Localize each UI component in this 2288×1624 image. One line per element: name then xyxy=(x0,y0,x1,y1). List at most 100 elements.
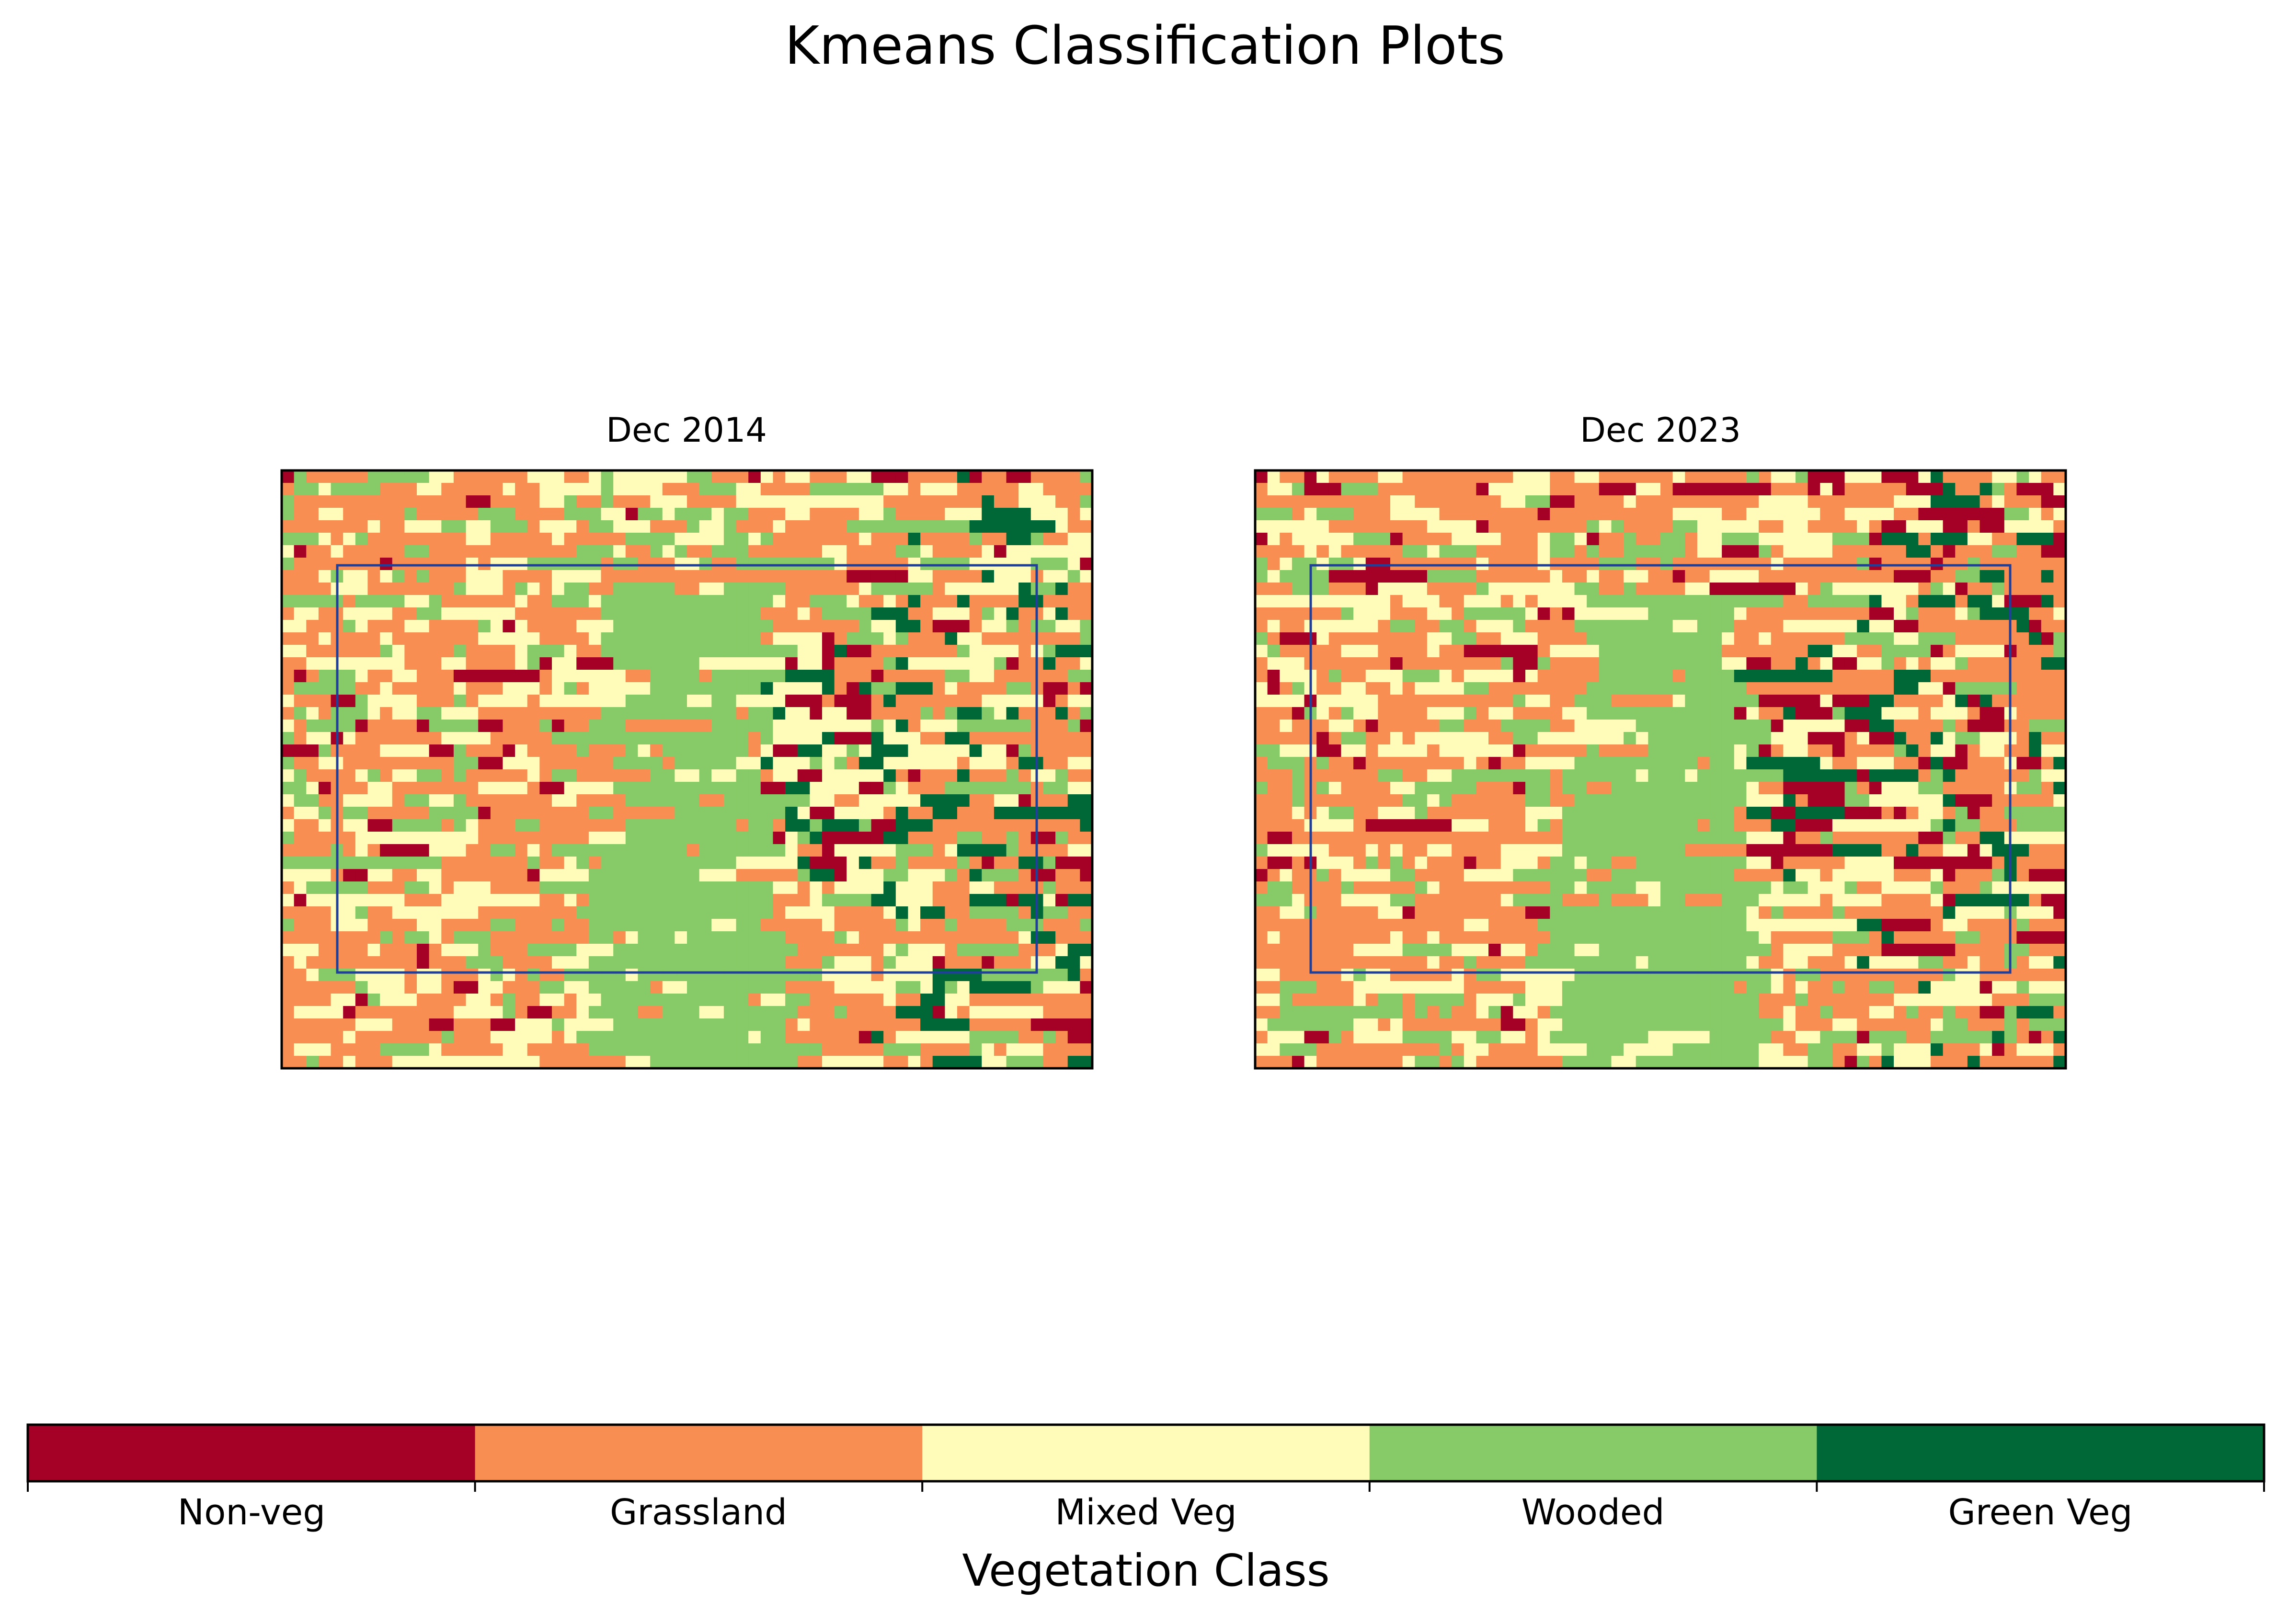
map-cell xyxy=(1043,583,1056,595)
map-cell xyxy=(453,508,467,521)
map-cell xyxy=(404,869,417,882)
map-cell xyxy=(367,832,380,845)
map-cell xyxy=(1709,583,1722,595)
map-cell xyxy=(613,869,626,882)
map-cell xyxy=(527,470,540,483)
map-cell xyxy=(1476,782,1489,795)
map-cell xyxy=(1562,645,1575,658)
map-cell xyxy=(773,732,786,745)
map-cell xyxy=(1648,645,1661,658)
map-cell xyxy=(503,994,515,1006)
map-cell xyxy=(773,533,786,546)
map-cell xyxy=(564,620,577,633)
map-cell xyxy=(994,533,1007,546)
map-cell xyxy=(1562,769,1575,782)
map-cell xyxy=(1808,657,1821,670)
map-cell xyxy=(920,558,933,571)
map-cell xyxy=(576,794,589,807)
map-cell xyxy=(490,1006,503,1019)
map-cell xyxy=(785,1056,798,1069)
map-cell xyxy=(1931,720,1944,732)
map-cell xyxy=(1796,607,1808,620)
map-cell xyxy=(392,906,405,919)
map-cell xyxy=(552,495,565,508)
map-cell xyxy=(650,794,663,807)
map-cell xyxy=(601,819,614,832)
map-cell xyxy=(675,645,687,658)
map-cell xyxy=(1943,620,1956,633)
map-cell xyxy=(1857,483,1870,496)
map-cell xyxy=(1562,607,1575,620)
map-cell xyxy=(367,906,380,919)
map-cell xyxy=(1992,508,2005,521)
map-cell xyxy=(1055,570,1068,583)
map-cell xyxy=(932,1031,946,1044)
map-cell xyxy=(822,570,835,583)
map-cell xyxy=(1006,495,1019,508)
map-cell xyxy=(1043,732,1056,745)
map-cell xyxy=(945,994,958,1006)
map-cell xyxy=(453,670,467,683)
map-cell xyxy=(1067,620,1081,633)
map-cell xyxy=(1018,508,1031,521)
map-cell xyxy=(355,769,368,782)
map-cell xyxy=(343,969,356,982)
map-cell xyxy=(490,944,503,957)
map-cell xyxy=(994,931,1007,944)
map-cell xyxy=(515,844,528,857)
map-cell xyxy=(1055,782,1068,795)
map-cell xyxy=(969,645,983,658)
map-cell xyxy=(539,769,552,782)
map-cell xyxy=(797,508,811,521)
map-cell xyxy=(1967,732,1980,745)
map-cell xyxy=(539,757,552,770)
map-cell xyxy=(282,682,295,695)
map-cell xyxy=(711,981,724,994)
map-cell xyxy=(429,769,442,782)
map-cell xyxy=(662,657,675,670)
map-cell xyxy=(908,670,921,683)
map-cell xyxy=(1550,520,1563,533)
map-cell xyxy=(1746,645,1759,658)
map-cell xyxy=(490,695,503,708)
map-cell xyxy=(847,657,859,670)
map-cell xyxy=(994,508,1007,521)
map-cell xyxy=(1869,645,1882,658)
map-cell xyxy=(736,794,749,807)
map-cell xyxy=(662,732,675,745)
map-cell xyxy=(282,583,295,595)
map-cell xyxy=(723,881,737,894)
map-cell xyxy=(490,570,503,583)
map-cell xyxy=(404,881,417,894)
map-cell xyxy=(1255,794,1268,807)
map-cell xyxy=(1624,520,1636,533)
map-cell xyxy=(2016,744,2029,757)
map-cell xyxy=(2041,657,2054,670)
map-cell xyxy=(797,558,811,571)
map-cell xyxy=(1943,757,1956,770)
map-cell xyxy=(613,981,626,994)
map-cell xyxy=(847,757,859,770)
map-cell xyxy=(1316,744,1329,757)
map-cell xyxy=(2029,558,2042,571)
map-cell xyxy=(847,894,859,907)
map-cell xyxy=(466,1043,479,1056)
map-cell xyxy=(895,620,909,633)
map-cell xyxy=(945,682,958,695)
map-cell xyxy=(662,881,675,894)
map-cell xyxy=(932,595,946,608)
map-cell xyxy=(429,1056,442,1069)
map-cell xyxy=(650,894,663,907)
map-cell xyxy=(331,1006,343,1019)
map-cell xyxy=(453,570,467,583)
map-cell xyxy=(1402,682,1416,695)
map-cell xyxy=(1006,583,1019,595)
map-cell xyxy=(1759,508,1772,521)
map-cell xyxy=(1390,620,1403,633)
map-cell xyxy=(760,632,774,645)
map-cell xyxy=(638,657,651,670)
map-cell xyxy=(1759,769,1772,782)
map-cell xyxy=(1550,570,1563,583)
map-cell xyxy=(687,533,700,546)
map-cell xyxy=(1844,583,1857,595)
